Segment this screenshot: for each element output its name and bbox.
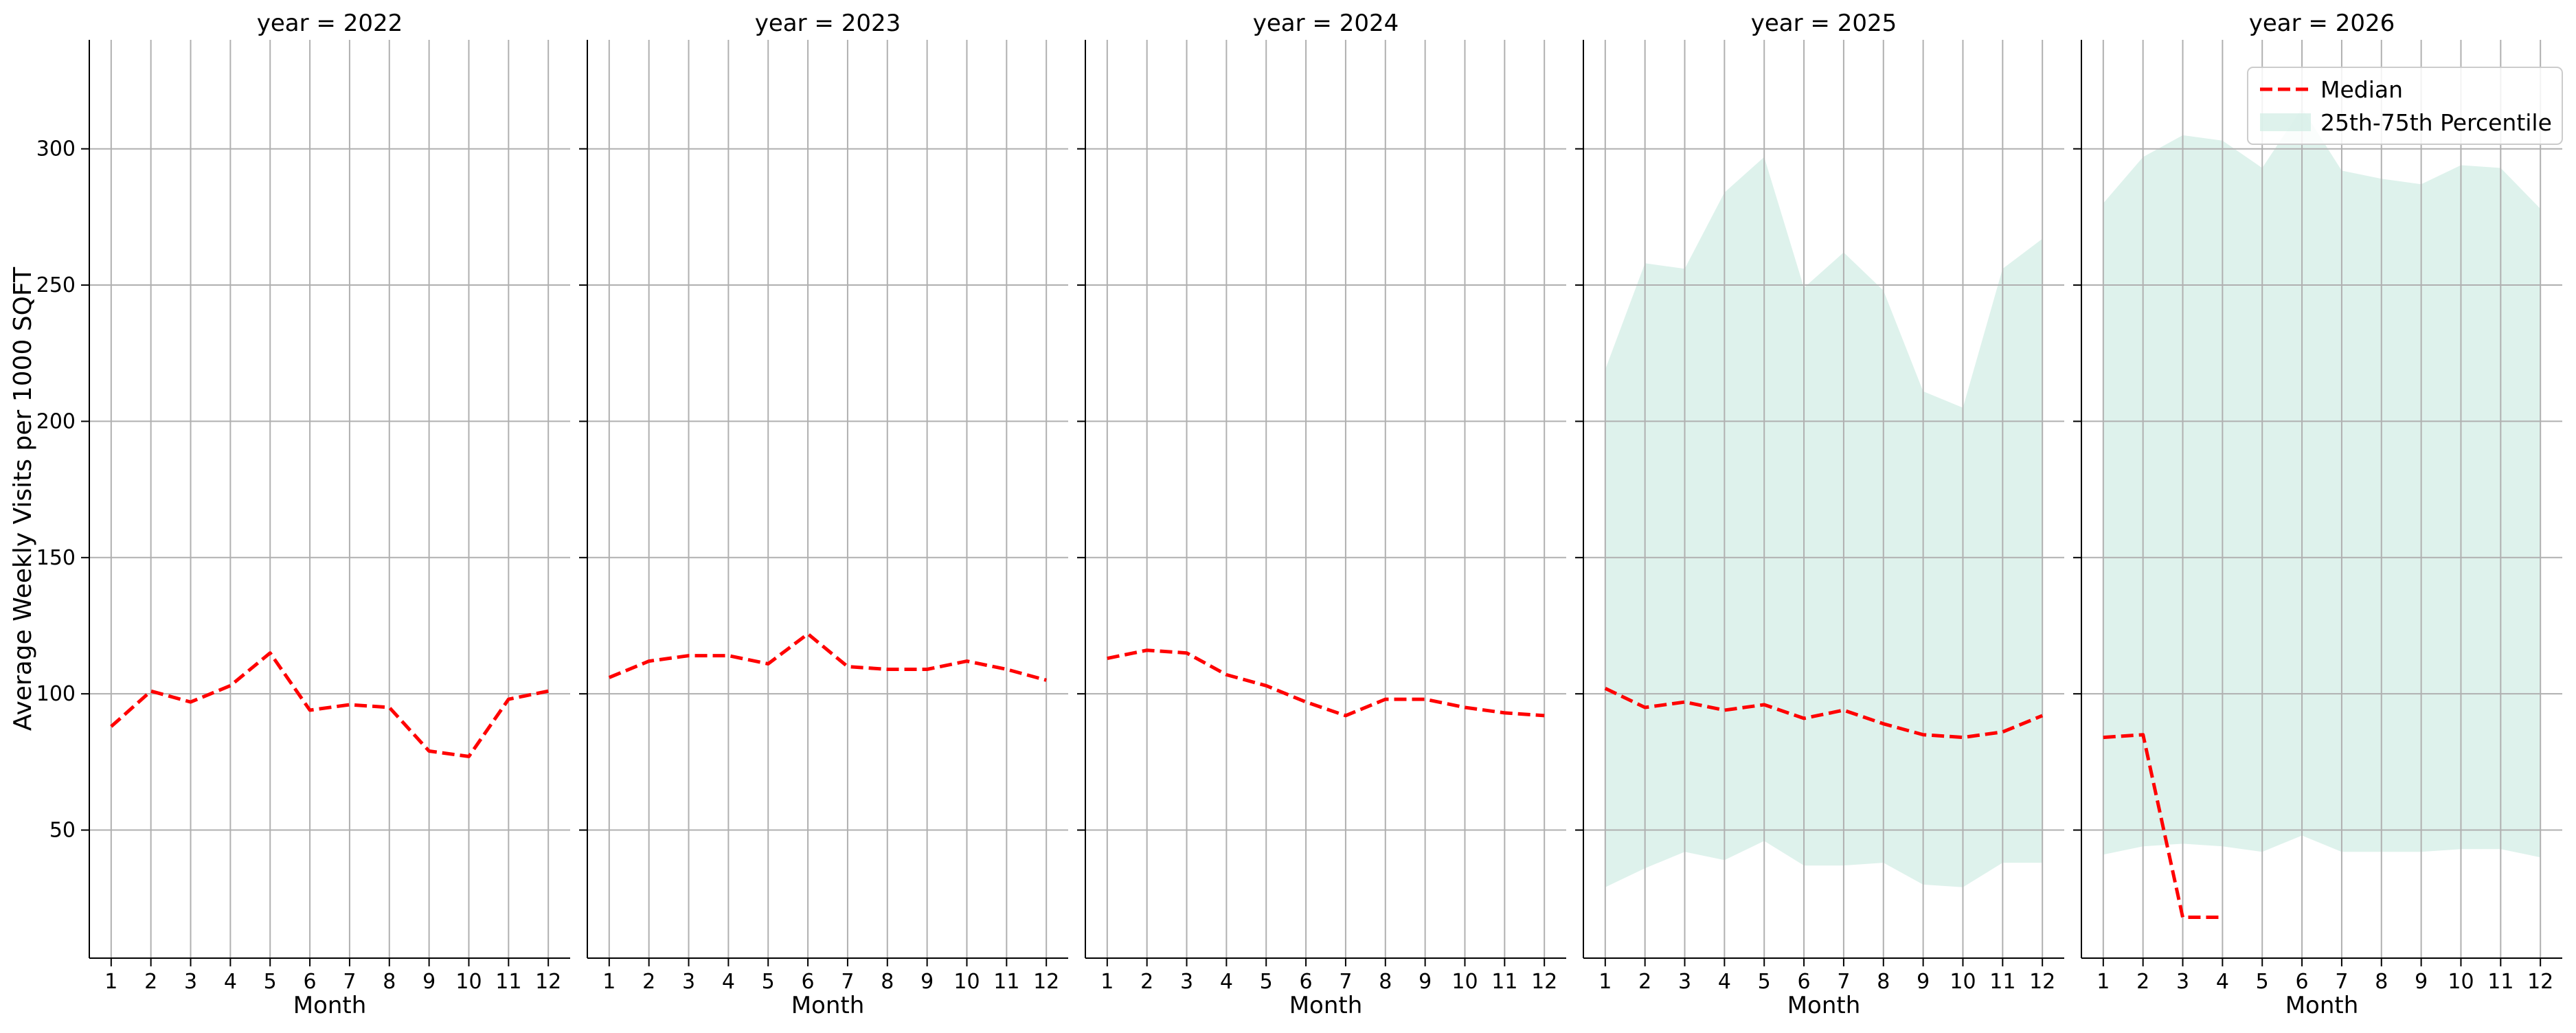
x-tick-label: 6 — [1798, 970, 1811, 994]
x-tick-label: 5 — [264, 970, 277, 994]
x-tick-label: 2 — [1638, 970, 1651, 994]
median-line — [1107, 648, 1545, 718]
median-line — [110, 651, 549, 758]
x-tick-label: 4 — [224, 970, 237, 994]
x-tick-label: 7 — [1837, 970, 1850, 994]
x-tick-label: 9 — [920, 970, 934, 994]
y-tick-label: 300 — [36, 137, 76, 161]
x-tick-label: 11 — [993, 970, 1019, 994]
x-tick-label: 2 — [144, 970, 157, 994]
x-tick-label: 10 — [1451, 970, 1478, 994]
x-tick-label: 7 — [841, 970, 854, 994]
x-tick-label: 8 — [1379, 970, 1392, 994]
legend: Median 25th-75th Percentile — [2247, 67, 2563, 145]
x-axis-label: Month — [1289, 992, 1363, 1019]
x-axis-label: Month — [791, 992, 865, 1019]
y-tick-label: 200 — [36, 409, 76, 433]
x-tick-label: 9 — [422, 970, 436, 994]
median-line — [1604, 686, 2044, 740]
y-tick-label: 50 — [49, 819, 76, 843]
x-tick-label: 8 — [1877, 970, 1890, 994]
x-tick-label: 3 — [1180, 970, 1193, 994]
percentile-band — [1605, 157, 2043, 887]
x-tick-label: 5 — [1758, 970, 1771, 994]
panel-title: year = 2022 — [257, 10, 403, 37]
x-tick-label: 9 — [2415, 970, 2428, 994]
x-tick-label: 1 — [2097, 970, 2110, 994]
x-tick-label: 10 — [953, 970, 980, 994]
x-tick-label: 7 — [1339, 970, 1352, 994]
x-axis-label: Month — [293, 992, 367, 1019]
x-tick-label: 8 — [881, 970, 894, 994]
x-tick-label: 12 — [535, 970, 561, 994]
legend-median-label: Median — [2320, 76, 2403, 103]
x-tick-label: 1 — [104, 970, 117, 994]
x-tick-label: 6 — [802, 970, 815, 994]
x-tick-label: 11 — [2487, 970, 2513, 994]
x-tick-label: 1 — [1100, 970, 1114, 994]
x-tick-label: 5 — [1260, 970, 1273, 994]
x-tick-label: 12 — [1531, 970, 1557, 994]
x-tick-label: 4 — [1220, 970, 1233, 994]
panel-title: year = 2023 — [755, 10, 901, 37]
x-tick-label: 11 — [495, 970, 521, 994]
x-tick-label: 3 — [682, 970, 695, 994]
x-tick-label: 7 — [2335, 970, 2348, 994]
x-tick-label: 3 — [184, 970, 197, 994]
x-tick-label: 12 — [2029, 970, 2055, 994]
x-tick-label: 10 — [2448, 970, 2474, 994]
panel-title: year = 2025 — [1751, 10, 1897, 37]
x-tick-label: 10 — [1950, 970, 1976, 994]
x-tick-label: 1 — [1598, 970, 1612, 994]
x-axis-label: Month — [2285, 992, 2359, 1019]
x-tick-label: 10 — [455, 970, 482, 994]
x-tick-label: 8 — [383, 970, 396, 994]
x-tick-label: 2 — [642, 970, 655, 994]
y-tick-label: 150 — [36, 546, 76, 570]
x-tick-label: 9 — [1917, 970, 1930, 994]
x-tick-label: 4 — [722, 970, 735, 994]
x-tick-label: 9 — [1419, 970, 1432, 994]
x-tick-label: 3 — [2176, 970, 2189, 994]
y-tick-label: 250 — [36, 273, 76, 297]
x-tick-label: 4 — [2216, 970, 2229, 994]
x-tick-label: 6 — [1300, 970, 1313, 994]
x-tick-label: 11 — [1989, 970, 2015, 994]
x-tick-label: 2 — [2136, 970, 2149, 994]
percentile-band — [2103, 108, 2541, 858]
x-tick-label: 8 — [2375, 970, 2388, 994]
legend-band-swatch — [2260, 113, 2311, 131]
x-tick-label: 6 — [304, 970, 317, 994]
x-tick-label: 4 — [1718, 970, 1731, 994]
legend-band-label: 25th-75th Percentile — [2320, 109, 2552, 136]
x-tick-label: 1 — [602, 970, 615, 994]
y-axis-label: Average Weekly Visits per 1000 SQFT — [9, 266, 37, 731]
x-tick-label: 12 — [1033, 970, 1059, 994]
y-tick-label: 100 — [36, 682, 76, 706]
x-axis-label: Month — [1787, 992, 1861, 1019]
x-tick-label: 6 — [2296, 970, 2309, 994]
x-tick-label: 3 — [1678, 970, 1691, 994]
legend-box — [2247, 67, 2563, 145]
x-tick-label: 2 — [1140, 970, 1153, 994]
x-tick-label: 12 — [2527, 970, 2553, 994]
median-line — [2103, 733, 2223, 919]
panel-title: year = 2026 — [2249, 10, 2395, 37]
x-tick-label: 5 — [2256, 970, 2269, 994]
x-tick-label: 7 — [343, 970, 356, 994]
panel-title: year = 2024 — [1253, 10, 1399, 37]
median-line — [608, 632, 1047, 682]
x-tick-label: 5 — [762, 970, 775, 994]
x-tick-label: 11 — [1491, 970, 1517, 994]
